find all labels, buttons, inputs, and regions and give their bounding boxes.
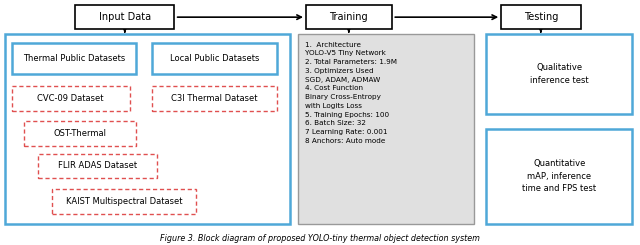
Text: 1.  Architecture
YOLO-V5 Tiny Network
2. Total Parameters: 1.9M
3. Optimizers Us: 1. Architecture YOLO-V5 Tiny Network 2. … — [305, 42, 397, 144]
Text: Testing: Testing — [524, 12, 558, 22]
Bar — [38, 154, 157, 178]
Bar — [24, 121, 136, 146]
Text: Figure 3. Block diagram of proposed YOLO-tiny thermal object detection system: Figure 3. Block diagram of proposed YOLO… — [160, 233, 480, 243]
Text: Quantitative
mAP, inference
time and FPS test: Quantitative mAP, inference time and FPS… — [522, 159, 596, 193]
Bar — [486, 129, 632, 224]
Text: KAIST Multispectral Dataset: KAIST Multispectral Dataset — [66, 197, 183, 206]
Bar — [12, 86, 130, 111]
Text: CVC-09 Dataset: CVC-09 Dataset — [38, 94, 104, 103]
Text: Thermal Public Datasets: Thermal Public Datasets — [23, 54, 125, 63]
Text: Qualitative
inference test: Qualitative inference test — [530, 63, 589, 85]
Bar — [500, 5, 581, 29]
Bar — [298, 34, 474, 224]
Text: Input Data: Input Data — [99, 12, 151, 22]
Bar — [52, 189, 196, 214]
Text: Training: Training — [330, 12, 368, 22]
Bar — [12, 43, 136, 74]
Text: FLIR ADAS Dataset: FLIR ADAS Dataset — [58, 161, 137, 170]
Text: OST-Thermal: OST-Thermal — [54, 129, 107, 138]
Text: Local Public Datasets: Local Public Datasets — [170, 54, 259, 63]
Bar — [76, 5, 175, 29]
Bar — [5, 34, 290, 224]
Bar — [152, 43, 277, 74]
Bar — [152, 86, 277, 111]
Text: C3I Thermal Dataset: C3I Thermal Dataset — [172, 94, 258, 103]
Bar — [306, 5, 392, 29]
Bar — [486, 34, 632, 114]
